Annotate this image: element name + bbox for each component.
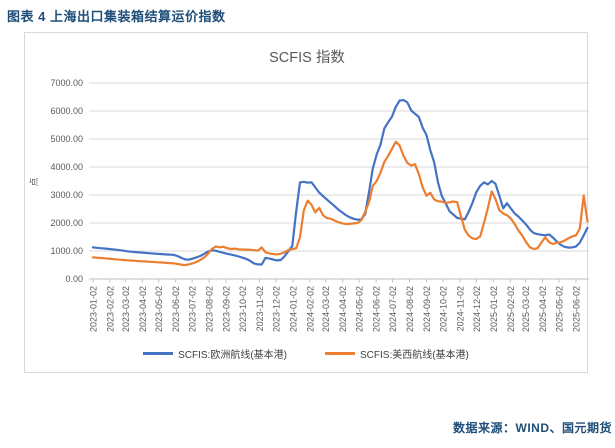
uswest-series-line (91, 140, 589, 267)
x-tick-label: 2024-07-02 (388, 286, 398, 332)
x-tick-label: 2023-10-02 (238, 286, 248, 332)
x-tick-label: 2024-11-02 (455, 286, 465, 331)
x-tick-label: 2023-08-02 (205, 286, 215, 332)
x-tick-label: 2024-08-02 (405, 286, 415, 332)
y-tick-label: 4000.00 (50, 162, 83, 172)
y-tick-label: 0.00 (65, 274, 83, 284)
chart-frame: SCFIS 指数 点 0.00 1000.00 2000.00 3000.00 4000… (24, 32, 589, 373)
europe-line-swatch (143, 352, 174, 355)
legend-item-uswest: SCFIS:美西航线(基本港) (325, 346, 469, 361)
x-tick-label: 2023-12-02 (271, 286, 281, 332)
x-tick-label: 2023-09-02 (222, 286, 232, 332)
x-tick-label: 2024-12-02 (472, 286, 482, 332)
y-tick-label: 3000.00 (50, 190, 83, 200)
x-tick-label: 2025-03-02 (521, 286, 531, 332)
chart-legend: SCFIS:欧洲航线(基本港) SCFIS:美西航线(基本港) (25, 346, 587, 361)
y-tick-label: 1000.00 (50, 246, 83, 256)
y-tick-label: 6000.00 (50, 106, 83, 116)
x-tick-label: 2023-11-02 (255, 286, 265, 331)
x-tick-label: 2025-05-02 (555, 286, 565, 332)
x-tick-label: 2025-06-02 (572, 286, 582, 332)
x-tick-label: 2024-04-02 (338, 286, 348, 332)
x-tick-label: 2023-02-02 (105, 286, 115, 332)
x-tick-label: 2024-06-02 (372, 286, 382, 332)
x-tick-label: 2023-05-02 (154, 286, 164, 332)
x-tick-label: 2024-10-02 (438, 286, 448, 332)
x-tick-label: 2024-02-02 (305, 286, 315, 332)
x-tick-label: 2023-04-02 (138, 286, 148, 332)
legend-label-europe: SCFIS:欧洲航线(基本港) (178, 350, 287, 361)
x-tick-label: 2024-05-02 (355, 286, 365, 332)
figure-caption: 图表 4 上海出口集装箱结算运价指数 (7, 9, 226, 24)
x-tick-label: 2024-03-02 (321, 286, 331, 332)
europe-series-line (91, 98, 589, 266)
x-tick-label: 2024-09-02 (422, 286, 432, 332)
x-tick-label: 2025-04-02 (538, 286, 548, 332)
x-tick-label: 2025-01-02 (489, 286, 499, 332)
y-tick-label: 2000.00 (50, 218, 83, 228)
x-tick-label: 2023-07-02 (188, 286, 198, 332)
scfis-line-chart: SCFIS 指数 点 0.00 1000.00 2000.00 3000.00 4000… (29, 49, 589, 332)
y-tick-label: 5000.00 (50, 134, 83, 144)
y-axis-unit-label: 点 (29, 177, 39, 186)
x-tick-label: 2023-01-02 (89, 286, 99, 332)
data-source-note: 数据来源：WIND、国元期货 (453, 421, 612, 435)
x-tick-label: 2023-03-02 (121, 286, 131, 332)
legend-label-uswest: SCFIS:美西航线(基本港) (360, 350, 469, 361)
uswest-line-swatch (325, 352, 355, 355)
y-tick-label: 7000.00 (50, 78, 83, 88)
x-tick-label: 2023-06-02 (171, 286, 181, 332)
x-tick-label: 2024-01-02 (288, 286, 298, 332)
legend-item-europe: SCFIS:欧洲航线(基本港) (143, 346, 287, 361)
chart-title: SCFIS 指数 (269, 49, 345, 66)
x-tick-label: 2025-02-02 (506, 286, 516, 332)
